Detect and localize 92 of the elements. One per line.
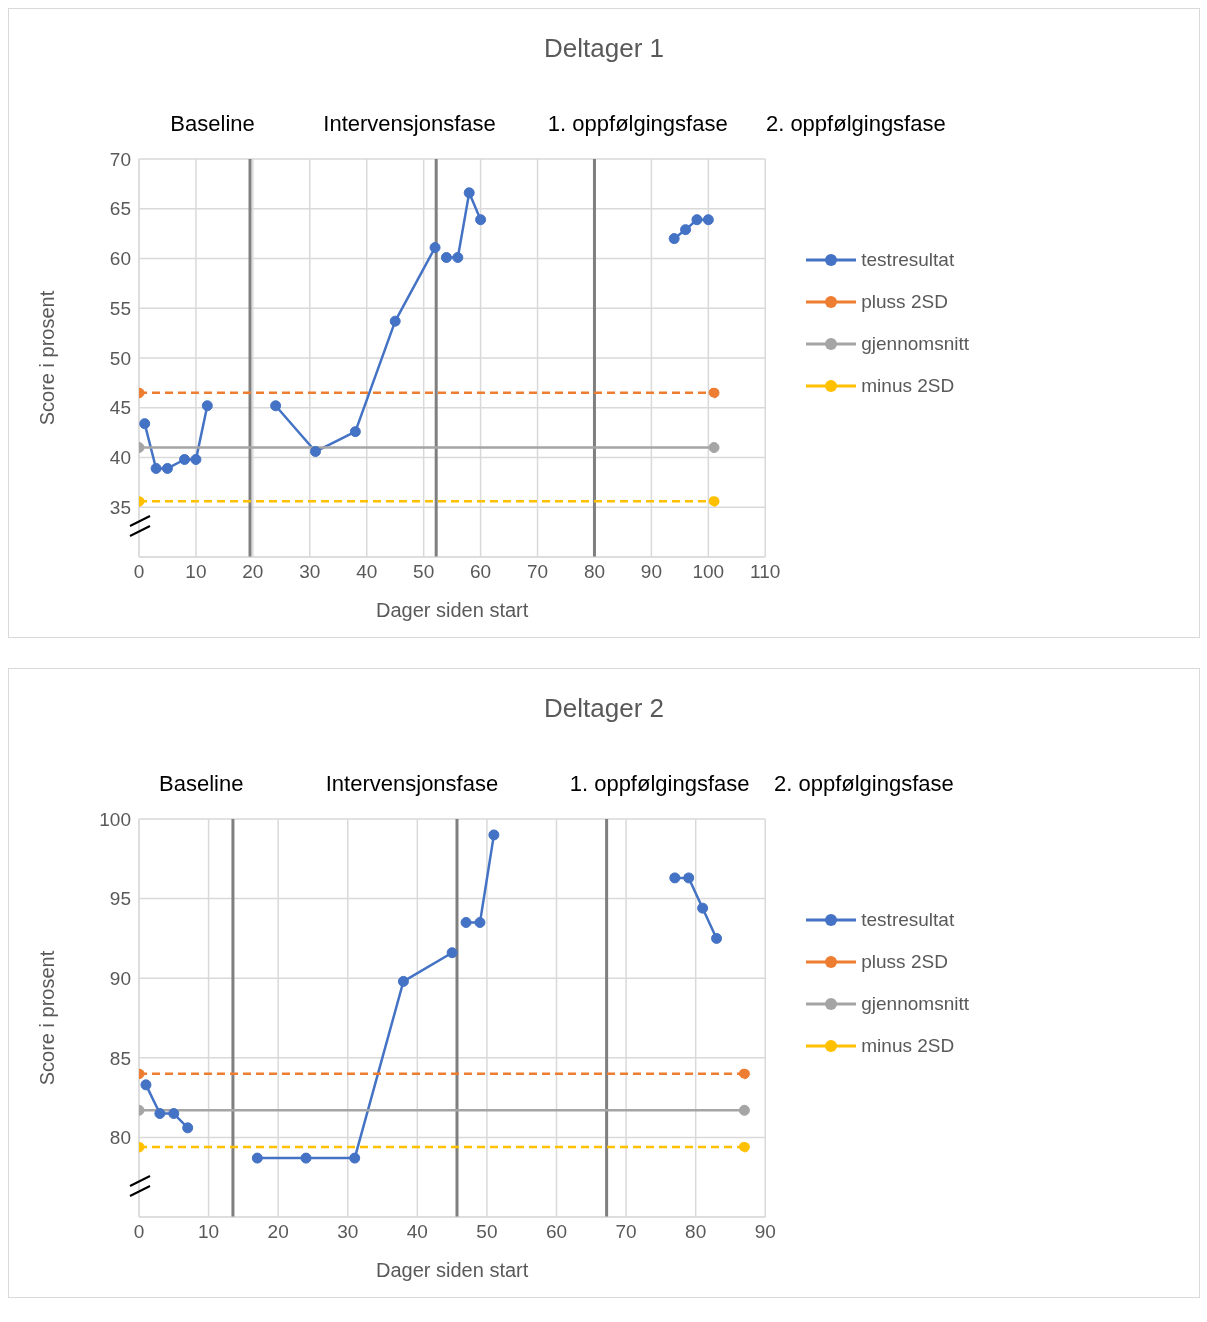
point	[182, 1122, 194, 1134]
point	[702, 214, 714, 226]
legend-label: gjennomsnitt	[861, 993, 969, 1015]
x-tick-label: 20	[242, 561, 264, 583]
point	[349, 1152, 361, 1164]
legend-label: minus 2SD	[861, 375, 955, 397]
x-tick-label: 10	[198, 1221, 220, 1243]
x-tick-label: 0	[133, 561, 145, 583]
x-tick-label: 0	[133, 1221, 145, 1243]
x-axis-title: Dager siden start	[375, 1259, 529, 1281]
text: 2. oppfølgingsfase	[764, 111, 947, 137]
x-tick-label: 70	[615, 1221, 637, 1243]
point	[669, 872, 681, 884]
y-tick-label: 60	[109, 248, 131, 270]
y-tick-label: 85	[109, 1047, 131, 1069]
point	[168, 1108, 180, 1120]
point	[460, 916, 472, 928]
y-tick-label: 70	[109, 148, 131, 170]
y-tick-label: 95	[109, 888, 131, 910]
x-tick-label: 10	[185, 561, 207, 583]
y-tick-label: 40	[109, 447, 131, 469]
text: Intervensjonsfase	[324, 771, 500, 797]
point	[680, 224, 692, 236]
x-tick-label: 60	[470, 561, 492, 583]
x-tick-label: 50	[413, 561, 435, 583]
point	[309, 446, 321, 458]
x-tick-label: 60	[545, 1221, 568, 1243]
x-tick-label: 70	[526, 561, 549, 583]
text: 2. oppfølgingsfase	[772, 771, 955, 797]
point	[270, 400, 282, 412]
legend-label: testresultat	[861, 909, 955, 931]
y-axis-title: Score i prosent	[36, 290, 59, 426]
point	[683, 872, 695, 884]
y-tick-label: 100	[99, 808, 131, 830]
point	[452, 252, 464, 264]
point	[251, 1152, 263, 1164]
chart-title: Deltager 1	[543, 33, 665, 64]
point	[488, 829, 500, 841]
point	[475, 214, 487, 226]
point	[150, 462, 162, 474]
point	[179, 453, 191, 465]
x-tick-label: 110	[750, 561, 781, 583]
point	[691, 214, 703, 226]
point	[139, 418, 151, 430]
y-tick-label: 45	[109, 397, 131, 419]
legend-label: minus 2SD	[861, 1035, 955, 1057]
point	[440, 252, 452, 264]
point	[349, 426, 361, 438]
x-tick-label: 90	[640, 561, 662, 583]
text: Intervensjonsfase	[322, 111, 497, 137]
point	[697, 902, 709, 914]
point	[140, 1079, 152, 1091]
x-tick-label: 40	[406, 1221, 428, 1243]
text: Baseline	[158, 771, 245, 797]
point	[463, 187, 475, 199]
legend-label: pluss 2SD	[861, 291, 948, 313]
x-tick-label: 30	[337, 1221, 359, 1243]
text: Baseline	[169, 111, 256, 137]
x-tick-label: 100	[692, 561, 725, 583]
x-tick-label: 30	[299, 561, 321, 583]
point	[161, 462, 173, 474]
point	[668, 233, 680, 245]
x-tick-label: 20	[267, 1221, 289, 1243]
point	[190, 453, 202, 465]
chart-title: Deltager 2	[543, 693, 665, 724]
point	[429, 242, 441, 254]
legend-label: pluss 2SD	[861, 951, 948, 973]
x-tick-label: 90	[754, 1221, 776, 1243]
y-tick-label: 65	[109, 198, 131, 220]
y-axis-title: Score i prosent	[36, 950, 59, 1086]
point	[389, 315, 401, 327]
y-tick-label: 80	[109, 1127, 131, 1149]
legend-label: testresultat	[861, 249, 955, 271]
legend-label: gjennomsnitt	[861, 333, 969, 355]
y-tick-label: 35	[109, 496, 131, 518]
x-tick-label: 80	[685, 1221, 707, 1243]
x-tick-label: 50	[476, 1221, 498, 1243]
text: 1. oppfølgingsfase	[568, 771, 751, 797]
point	[300, 1152, 312, 1164]
x-tick-label: 80	[583, 561, 606, 583]
text: 1. oppfølgingsfase	[546, 111, 729, 137]
point	[446, 947, 458, 959]
point	[154, 1108, 166, 1120]
point	[474, 916, 486, 928]
point	[201, 400, 213, 412]
point	[711, 932, 723, 944]
y-tick-label: 50	[109, 347, 131, 369]
y-tick-label: 90	[109, 967, 131, 989]
y-tick-label: 55	[109, 297, 131, 319]
x-axis-title: Dager siden start	[375, 599, 529, 621]
x-tick-label: 40	[356, 561, 378, 583]
point	[397, 975, 409, 987]
